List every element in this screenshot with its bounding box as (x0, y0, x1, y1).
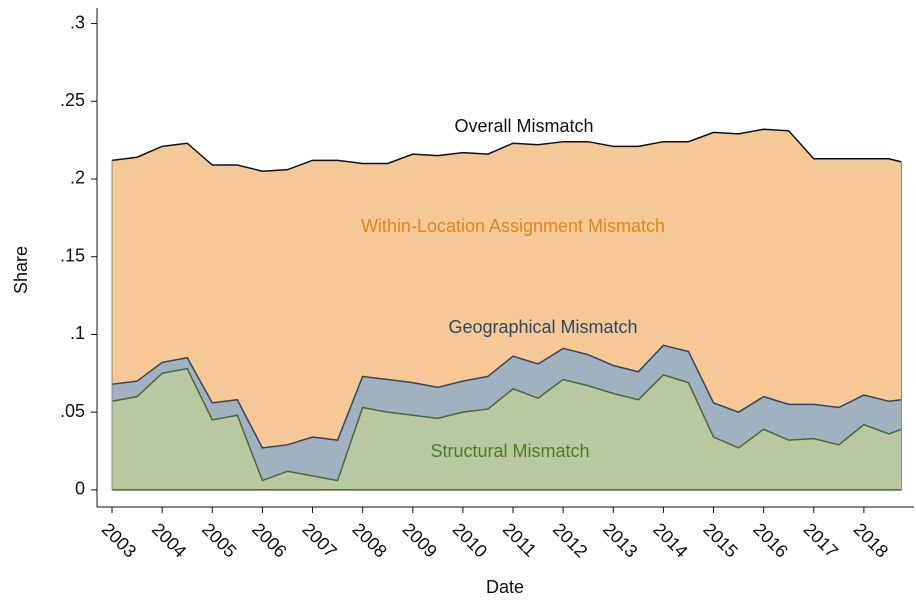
y-tick-label: .1 (70, 323, 85, 343)
x-tick-label: 2018 (850, 519, 892, 561)
x-tick-label: 2015 (699, 519, 741, 561)
area (112, 345, 902, 481)
x-tick-label: 2008 (348, 519, 390, 561)
x-tick-label: 2016 (749, 519, 791, 561)
series-label: Geographical Mismatch (448, 317, 637, 337)
x-tick-label: 2003 (98, 519, 140, 561)
x-tick-label: 2017 (800, 519, 842, 561)
area-edge (111, 367, 902, 482)
y-axis-label: Share (11, 246, 31, 294)
x-tick-label: 2013 (599, 519, 641, 561)
area (112, 129, 902, 448)
area-edge (111, 344, 902, 449)
x-tick-label: 2007 (298, 519, 340, 561)
x-tick-label: 2009 (399, 519, 441, 561)
y-tick-label: 0 (75, 479, 85, 499)
x-axis-label: Date (486, 577, 524, 597)
y-tick-label: .05 (60, 401, 85, 421)
area (112, 368, 902, 490)
series-label: Structural Mismatch (430, 441, 589, 461)
annotation: Overall Mismatch (454, 116, 593, 136)
x-tick-label: 2004 (148, 519, 190, 561)
y-tick-label: .3 (70, 12, 85, 32)
x-tick-label: 2010 (449, 519, 491, 561)
x-tick-label: 2012 (549, 519, 591, 561)
x-tick-label: 2014 (649, 519, 691, 561)
y-tick-label: .25 (60, 90, 85, 110)
x-tick-label: 2005 (198, 519, 240, 561)
area-edge (111, 128, 902, 172)
x-tick-label: 2006 (248, 519, 290, 561)
series-label: Within-Location Assignment Mismatch (361, 216, 665, 236)
y-tick-label: .15 (60, 245, 85, 265)
x-tick-label: 2011 (499, 519, 541, 561)
y-tick-label: .2 (70, 168, 85, 188)
